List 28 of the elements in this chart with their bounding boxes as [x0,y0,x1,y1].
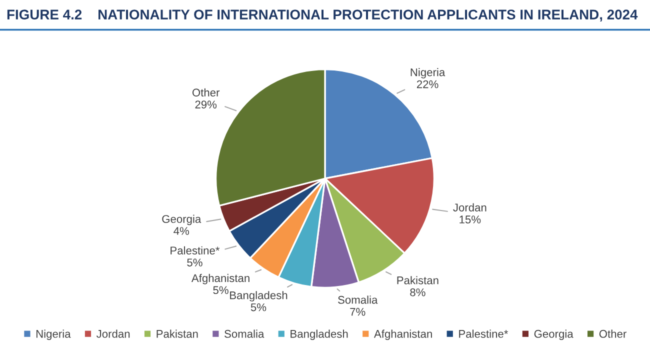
legend-label: Palestine* [459,330,508,338]
chart-title: FIGURE 4.2 NATIONALITY OF INTERNATIONAL PROTECTION APPLICANTS IN IRELAND, 2024 [7,10,638,22]
slice-label: Somalia [338,296,378,304]
slice-label: Bangladesh [230,291,288,302]
data-label: 7% [350,308,366,316]
legend-label: Bangladesh [290,330,348,340]
slice-label: Nigeria [410,68,446,78]
slice-label: Jordan [453,203,486,212]
data-label: 5% [213,286,228,294]
legend-label: Somalia [224,330,264,338]
legend-label: Afghanistan [374,330,432,340]
data-label: 15% [460,216,481,224]
legend-label: Nigeria [36,330,71,340]
data-label: 8% [410,288,426,296]
data-label: 22% [416,80,438,88]
slice-label: Georgia [162,214,202,226]
data-label: 5% [250,303,266,312]
legend-label: Pakistan [156,330,198,338]
slice-label: Other [192,88,220,97]
slice-label: Pakistan [397,276,438,284]
slice-label: Afghanistan [191,274,250,284]
data-label: 4% [174,227,190,235]
data-label: 29% [195,100,217,108]
legend-label: Georgia [534,330,574,340]
legend-label: Jordan [96,330,130,338]
slice-label: Palestine* [170,246,220,254]
data-label: 5% [187,258,202,266]
legend-label: Other [599,330,626,338]
